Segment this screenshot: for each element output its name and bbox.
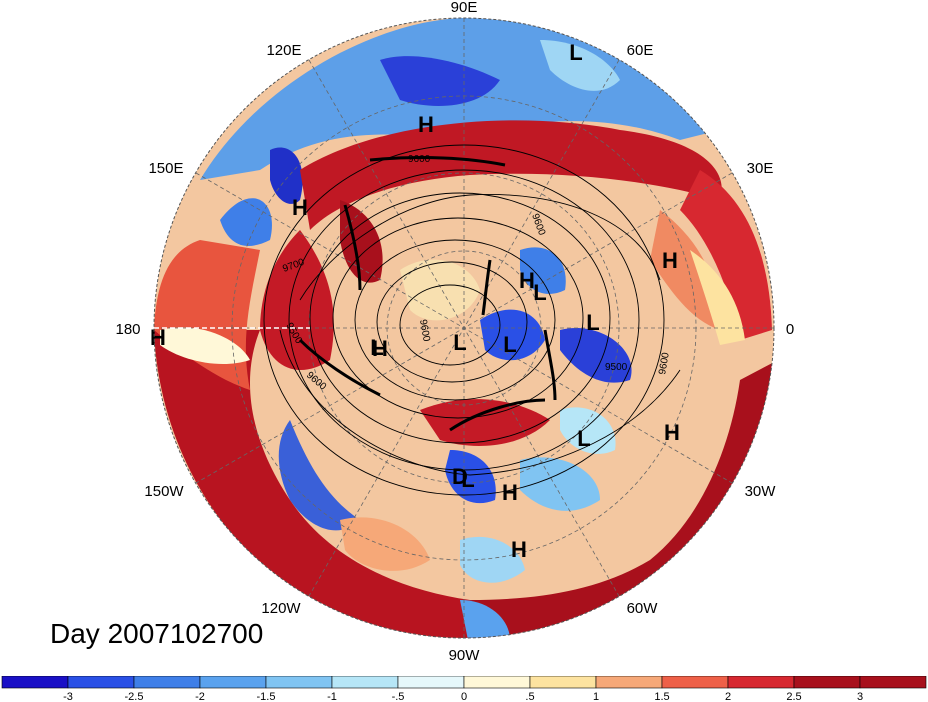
polar-map: 90E 60E 30E 0 30W 60W 90W 120W 150W 180 … <box>115 0 794 664</box>
colorbar-tick-label: 0 <box>461 691 467 702</box>
pressure-system-label: H <box>519 268 535 293</box>
height-contours <box>263 144 681 496</box>
pressure-system-label: L <box>453 330 466 355</box>
pressure-system-label: H <box>664 420 680 445</box>
pressure-system-label: L <box>586 310 599 335</box>
pressure-system-label: H <box>502 480 518 505</box>
lon-label-60w: 60W <box>627 600 659 617</box>
colorbar-swatch <box>595 676 663 689</box>
pressure-systems: L H H H H L L L H L L L H L H D H H <box>150 40 680 562</box>
colorbar-swatch <box>661 676 729 689</box>
colorbar-swatch <box>67 676 135 689</box>
jet-contours <box>298 156 557 432</box>
map-border <box>153 17 775 639</box>
lon-label-90e: 90E <box>451 0 478 16</box>
colorbar: -3 -2.5 -2 -1.5 -1 -.5 0 .5 1 1.5 2 2.5 3 <box>1 676 927 702</box>
colorbar-swatch <box>133 676 201 689</box>
lon-label-120e: 120E <box>266 42 301 59</box>
colorbar-swatch <box>727 676 795 689</box>
lon-label-90w: 90W <box>449 647 481 664</box>
anomaly-field <box>154 18 774 638</box>
colorbar-tick-label: 2.5 <box>786 691 801 702</box>
colorbar-swatch <box>199 676 267 689</box>
day-label: Day 2007102700 <box>50 618 264 649</box>
pressure-system-label: H <box>292 195 308 220</box>
lon-label-150w: 150W <box>144 483 184 500</box>
lon-label-150e: 150E <box>148 160 183 177</box>
pressure-system-label: H <box>372 336 388 361</box>
contour-value-label: 9600 <box>417 319 432 343</box>
colorbar-tick-label: 1.5 <box>654 691 669 702</box>
pressure-system-label: L <box>461 467 474 492</box>
lon-label-30e: 30E <box>747 160 774 177</box>
pressure-system-label: H <box>511 537 527 562</box>
contour-value-label: 9500 <box>605 362 628 373</box>
pressure-system-label: D <box>452 464 468 489</box>
colorbar-swatch <box>463 676 531 689</box>
colorbar-swatch <box>1 676 69 689</box>
colorbar-swatch <box>859 676 927 689</box>
lon-label-0: 0 <box>786 321 794 338</box>
colorbar-tick-label: 2 <box>725 691 731 702</box>
colorbar-swatch <box>529 676 597 689</box>
colorbar-tick-label: .5 <box>525 691 534 702</box>
colorbar-tick-label: 1 <box>593 691 599 702</box>
contour-value-label: 9600 <box>408 154 431 165</box>
lon-label-30w: 30W <box>745 483 777 500</box>
pressure-system-label: L <box>577 426 590 451</box>
colorbar-tick-label: -3 <box>63 691 73 702</box>
lon-label-120w: 120W <box>261 600 301 617</box>
colorbar-tick-label: -1.5 <box>257 691 276 702</box>
colorbar-tick-label: 3 <box>857 691 863 702</box>
colorbar-swatch <box>397 676 465 689</box>
pressure-system-label: L <box>503 332 516 357</box>
colorbar-tick-label: -1 <box>327 691 337 702</box>
colorbar-swatch <box>793 676 861 689</box>
contour-value-label: 9600 <box>657 351 672 375</box>
pressure-system-label: L <box>370 335 383 360</box>
colorbar-swatch <box>331 676 399 689</box>
pressure-system-label: H <box>662 248 678 273</box>
colorbar-swatch <box>265 676 333 689</box>
colorbar-tick-label: -2 <box>195 691 205 702</box>
pressure-system-label: H <box>418 112 434 137</box>
colorbar-tick-label: -2.5 <box>125 691 144 702</box>
colorbar-tick-label: -.5 <box>392 691 405 702</box>
pressure-system-label: L <box>533 280 546 305</box>
lon-label-60e: 60E <box>627 42 654 59</box>
pressure-system-label: L <box>569 40 582 65</box>
lon-label-180: 180 <box>115 321 140 338</box>
